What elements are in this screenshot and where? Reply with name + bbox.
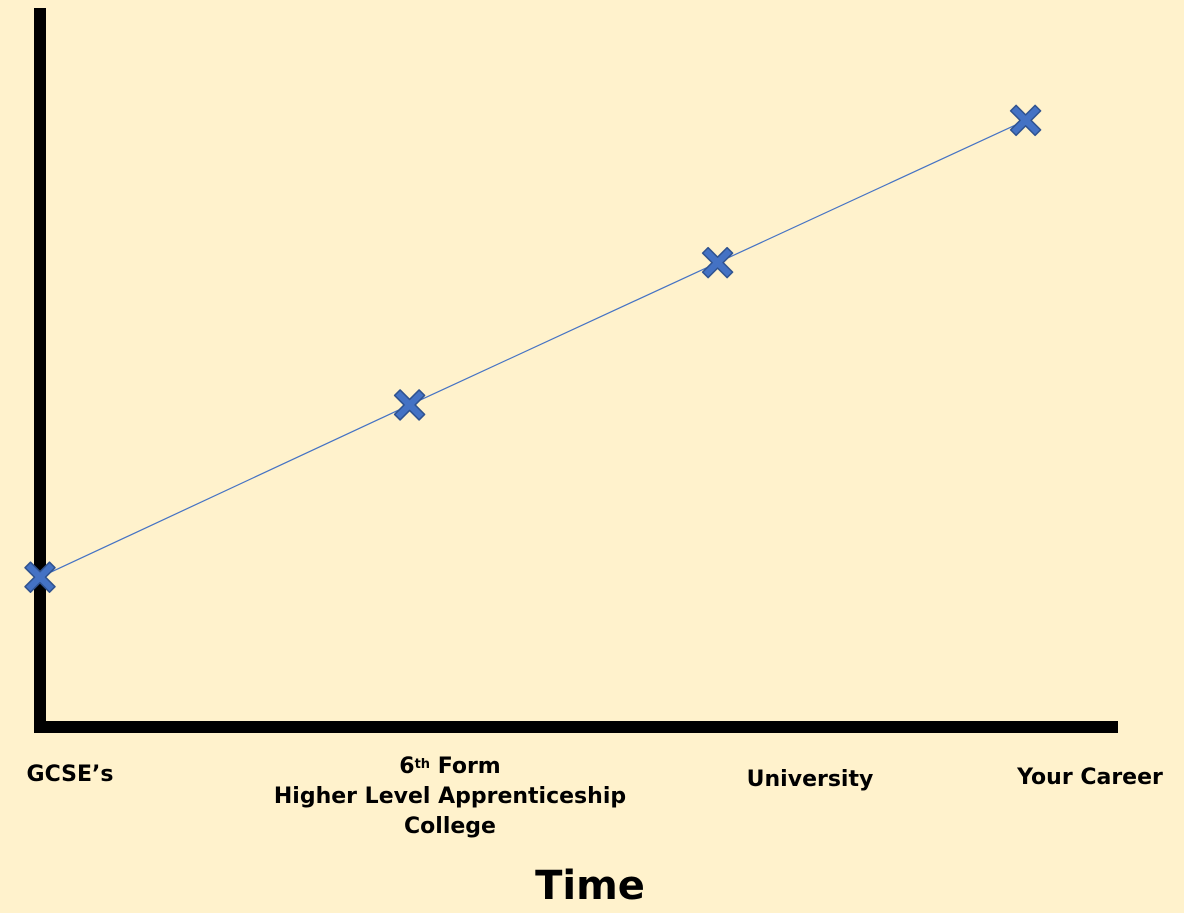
x-tick-label-post-16-line2: Higher Level Apprenticeship (273, 784, 627, 809)
marker-group (24, 104, 1042, 593)
series-line (39, 119, 1026, 578)
data-point-marker-your-career (1009, 104, 1042, 137)
x-tick-label-post-16-line1: 6th Form (399, 754, 501, 779)
data-point-marker-university (701, 246, 734, 279)
series-line-group (39, 119, 1026, 578)
x-tick-label-university: University (746, 767, 874, 792)
x-tick-label-post-16: 6th Form Higher Level Apprenticeship Col… (230, 752, 670, 842)
data-point-marker-gcses (24, 561, 56, 593)
x-tick-label-your-career: Your Career (1017, 765, 1163, 790)
x-tick-label-post-16-line3: College (404, 814, 496, 839)
data-point-marker-post-16 (393, 389, 426, 421)
x-axis-label: Time (535, 863, 645, 909)
x-tick-label-gcses: GCSE’s (26, 762, 114, 787)
